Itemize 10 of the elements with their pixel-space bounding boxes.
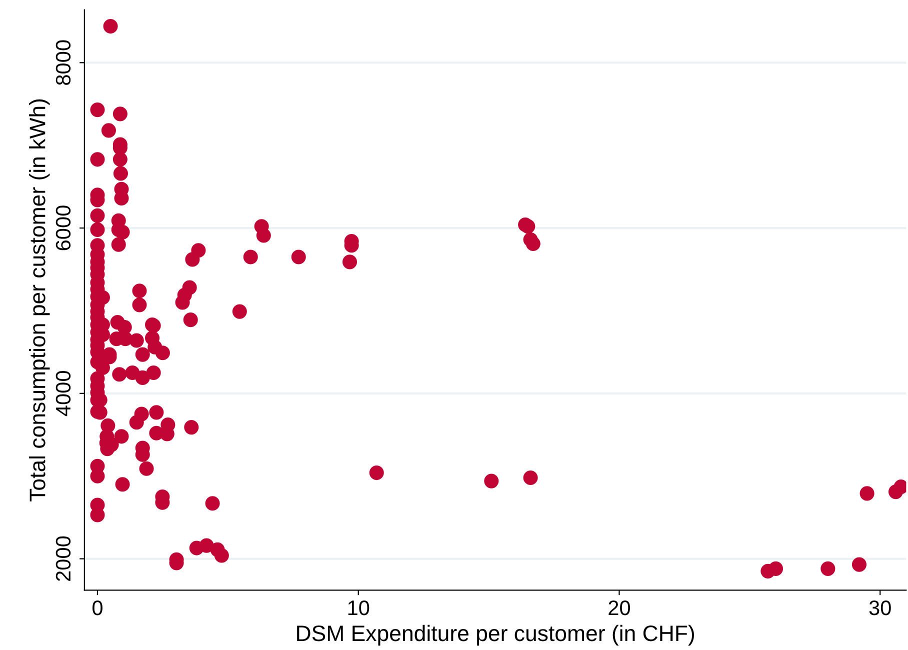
x-tick-label: 30 [869,600,891,616]
x-tick-label: 20 [608,600,630,616]
y-tick-label: 2000 [56,536,71,581]
x-axis-title: DSM Expenditure per customer (in CHF) [297,624,694,646]
x-tick-label: 0 [92,600,102,616]
y-tick-label: 4000 [56,371,71,416]
y-tick-label: 8000 [56,40,71,85]
x-tick-label: 10 [348,600,370,616]
y-axis-title: Total consumption per customer (in kWh) [29,99,50,502]
y-tick-label: 6000 [56,206,71,250]
